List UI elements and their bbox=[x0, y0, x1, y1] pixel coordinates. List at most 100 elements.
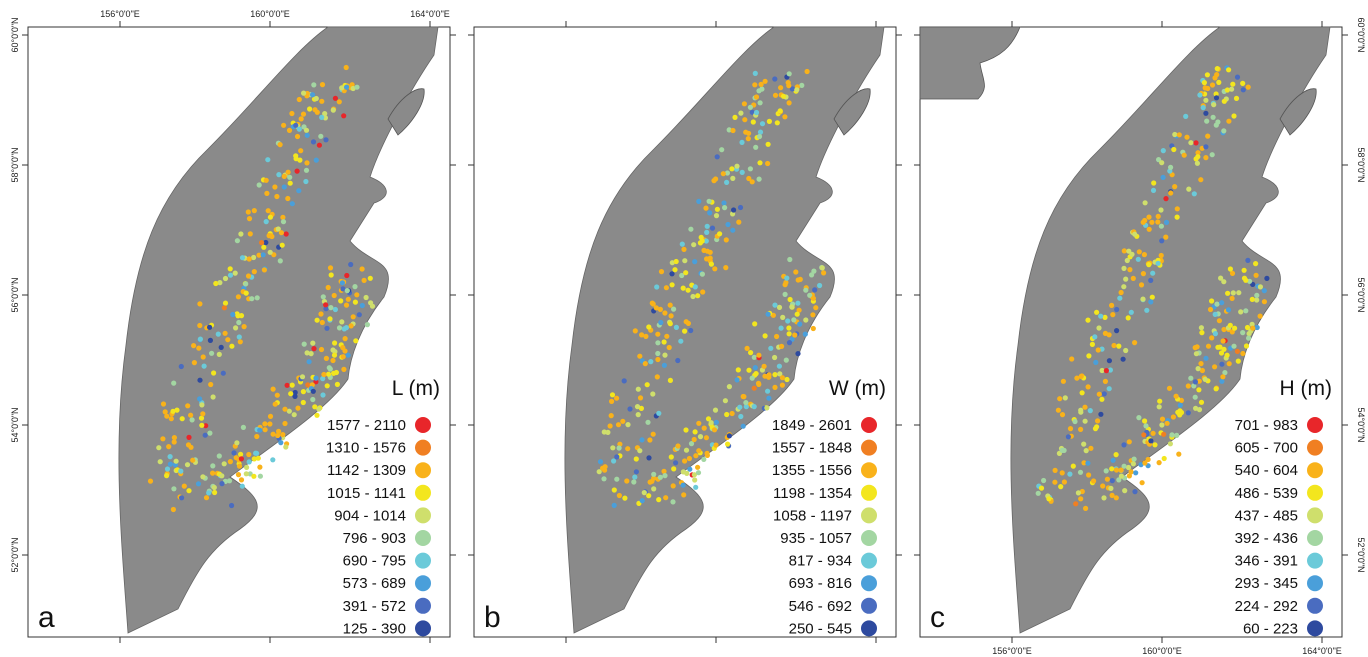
glacier-dot bbox=[776, 304, 783, 310]
glacier-dot bbox=[661, 339, 667, 345]
glacier-dot bbox=[1240, 350, 1246, 357]
glacier-dot bbox=[762, 78, 768, 84]
glacier-dot bbox=[1203, 155, 1209, 161]
glacier-dot bbox=[692, 477, 698, 483]
glacier-dot bbox=[743, 400, 749, 406]
glacier-dot bbox=[216, 351, 222, 357]
glacier-dot bbox=[1198, 325, 1204, 331]
glacier-dot bbox=[188, 444, 194, 450]
glacier-dot bbox=[1041, 477, 1047, 484]
glacier-dot bbox=[1234, 74, 1241, 80]
legend-swatch bbox=[1307, 439, 1323, 456]
glacier-dot bbox=[233, 455, 239, 461]
glacier-dot bbox=[688, 327, 694, 334]
glacier-dot bbox=[692, 284, 698, 290]
glacier-dot bbox=[772, 302, 778, 308]
glacier-dot bbox=[720, 171, 726, 177]
glacier-dot bbox=[191, 360, 197, 366]
glacier-dot bbox=[753, 144, 759, 150]
glacier-dot bbox=[753, 371, 759, 377]
glacier-dot bbox=[203, 495, 210, 501]
glacier-dot bbox=[655, 350, 661, 357]
legend-swatch bbox=[415, 597, 431, 614]
glacier-dot bbox=[784, 376, 790, 383]
glacier-dot bbox=[1143, 423, 1149, 429]
glacier-dot bbox=[1225, 307, 1232, 313]
glacier-dot bbox=[772, 384, 778, 390]
glacier-dot bbox=[741, 101, 747, 107]
glacier-dot bbox=[714, 154, 720, 160]
legend-label: 392 - 436 bbox=[1235, 530, 1298, 547]
glacier-dot bbox=[270, 457, 276, 463]
glacier-dot bbox=[1106, 332, 1112, 338]
glacier-dot bbox=[1225, 290, 1231, 296]
glacier-dot bbox=[304, 350, 310, 356]
glacier-dot bbox=[292, 393, 298, 399]
glacier-dot bbox=[292, 389, 298, 396]
glacier-dot bbox=[742, 117, 748, 123]
glacier-dot bbox=[1241, 267, 1247, 273]
glacier-dot bbox=[765, 160, 771, 167]
glacier-dot bbox=[1240, 87, 1246, 93]
legend-label: 346 - 391 bbox=[1235, 553, 1298, 570]
glacier-dot bbox=[190, 457, 196, 463]
glacier-dot bbox=[779, 382, 785, 388]
glacier-dot bbox=[1035, 490, 1041, 496]
glacier-dot bbox=[747, 166, 753, 172]
map-panel: W (m) 1849 - 2601 1557 - 1848 1355 - 1556 11… bbox=[468, 21, 902, 643]
glacier-dot bbox=[1151, 180, 1157, 186]
glacier-dot bbox=[643, 333, 649, 339]
glacier-dot bbox=[319, 98, 325, 104]
glacier-dot bbox=[1240, 80, 1246, 86]
glacier-dot bbox=[757, 100, 763, 106]
glacier-dot bbox=[735, 367, 741, 373]
glacier-dot bbox=[1207, 306, 1214, 313]
glacier-dot bbox=[1214, 66, 1220, 72]
legend-swatch bbox=[861, 417, 877, 433]
glacier-dot bbox=[364, 322, 370, 328]
glacier-dot bbox=[762, 373, 768, 379]
glacier-dot bbox=[685, 287, 691, 293]
glacier-dot bbox=[749, 179, 755, 185]
legend-label: 1557 - 1848 bbox=[772, 440, 852, 457]
glacier-dot bbox=[1227, 266, 1233, 272]
legend-swatch bbox=[861, 507, 877, 524]
glacier-dot bbox=[229, 343, 235, 349]
glacier-dot bbox=[1234, 348, 1240, 354]
glacier-dot bbox=[1083, 448, 1089, 454]
glacier-dot bbox=[240, 424, 246, 430]
legend-swatch bbox=[415, 462, 431, 479]
glacier-dot bbox=[310, 340, 316, 346]
glacier-dot bbox=[1136, 415, 1142, 421]
glacier-dot bbox=[1065, 434, 1071, 440]
legend-swatch bbox=[415, 620, 431, 637]
glacier-dot bbox=[222, 275, 229, 282]
glacier-dot bbox=[725, 221, 731, 228]
glacier-dot bbox=[685, 320, 691, 326]
glacier-dot bbox=[765, 388, 771, 394]
glacier-dot bbox=[276, 428, 282, 434]
glacier-dot bbox=[738, 110, 744, 116]
glacier-dot bbox=[680, 285, 686, 291]
glacier-dot bbox=[325, 371, 332, 377]
glacier-dot bbox=[786, 340, 793, 346]
glacier-dot bbox=[210, 463, 216, 469]
glacier-dot bbox=[344, 84, 350, 90]
glacier-dot bbox=[646, 493, 652, 499]
glacier-dot bbox=[1215, 119, 1221, 125]
legend-label: 1015 - 1141 bbox=[327, 485, 406, 502]
glacier-dot bbox=[1213, 91, 1219, 97]
glacier-dot bbox=[1092, 334, 1098, 340]
glacier-dot bbox=[1059, 470, 1065, 476]
glacier-dot bbox=[1194, 344, 1200, 350]
glacier-dot bbox=[1221, 98, 1227, 104]
glacier-dot bbox=[184, 462, 191, 468]
glacier-dot bbox=[269, 233, 275, 240]
glacier-dot bbox=[287, 180, 293, 186]
glacier-dot bbox=[356, 312, 362, 318]
glacier-dot bbox=[340, 345, 346, 351]
glacier-dot bbox=[222, 300, 229, 306]
glacier-dot bbox=[1110, 312, 1116, 318]
glacier-dot bbox=[693, 484, 699, 490]
glacier-dot bbox=[230, 311, 236, 318]
